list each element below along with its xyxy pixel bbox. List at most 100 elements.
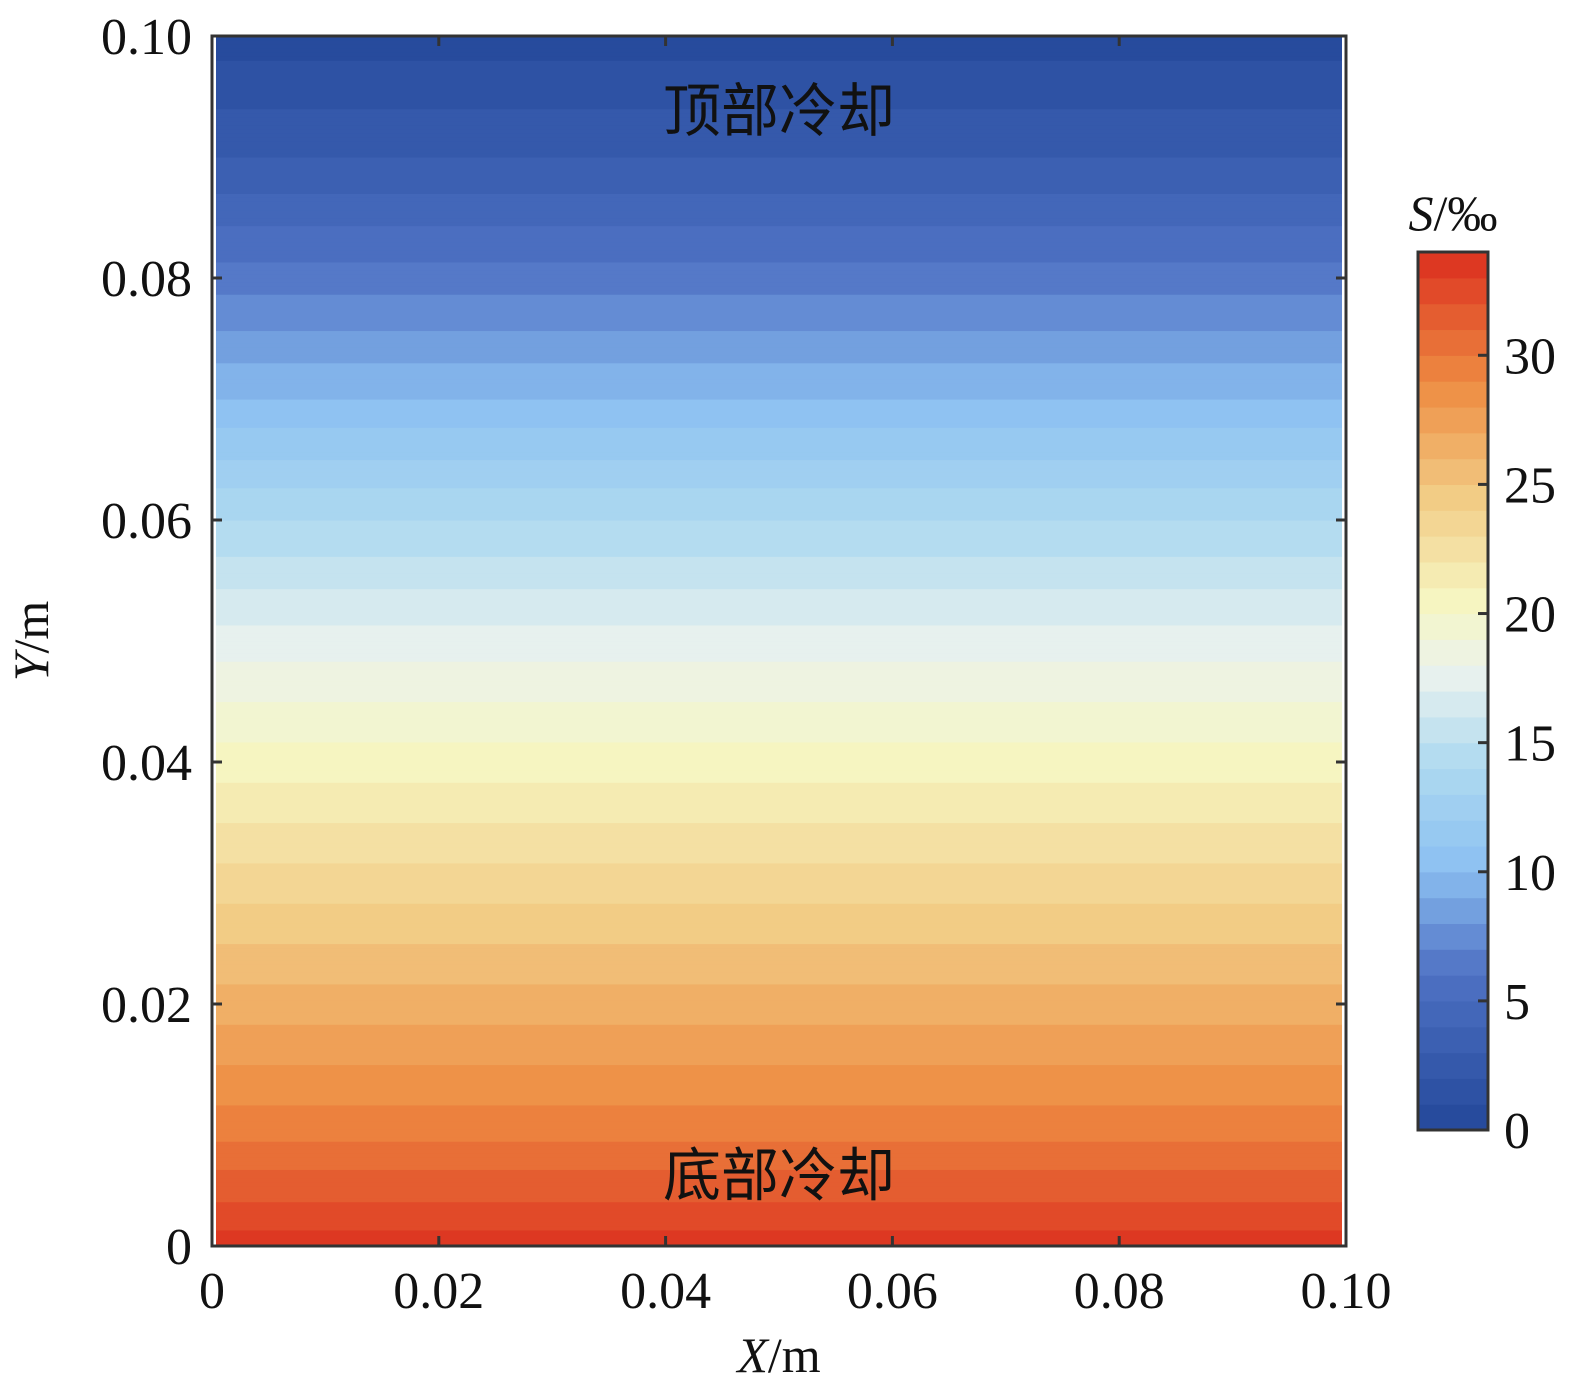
contour-band bbox=[216, 919, 1342, 924]
contour-band bbox=[216, 899, 1342, 904]
contour-band bbox=[216, 548, 1342, 553]
contour-band bbox=[216, 173, 1342, 178]
contour-band bbox=[216, 507, 1342, 513]
contour-band bbox=[216, 709, 1342, 715]
contour-band bbox=[216, 265, 1342, 271]
x-tick-label: 0.08 bbox=[1074, 1263, 1165, 1320]
contour-band bbox=[216, 1129, 1342, 1134]
contour-band bbox=[216, 987, 1342, 993]
contour-band bbox=[216, 1060, 1342, 1066]
contour-band bbox=[216, 959, 1342, 965]
contour-band bbox=[216, 628, 1342, 634]
contour-band bbox=[216, 576, 1342, 582]
contour-band bbox=[216, 56, 1342, 61]
contour-band bbox=[216, 729, 1342, 735]
contour-band bbox=[216, 1125, 1342, 1130]
colorbar-level bbox=[1418, 716, 1488, 744]
contour-band bbox=[216, 415, 1342, 420]
colorbar-tick-label: 10 bbox=[1504, 845, 1556, 902]
contour-band bbox=[216, 419, 1342, 424]
contour-band bbox=[216, 616, 1342, 622]
contour-band bbox=[216, 568, 1342, 574]
contour-band bbox=[216, 471, 1342, 477]
contour-band bbox=[216, 592, 1342, 598]
contour-band bbox=[216, 403, 1342, 408]
contour-band bbox=[216, 677, 1342, 682]
contour-band bbox=[216, 878, 1342, 884]
contour-band bbox=[216, 459, 1342, 465]
contour-band bbox=[216, 632, 1342, 638]
contour-band bbox=[216, 552, 1342, 557]
contour-band bbox=[216, 1133, 1342, 1138]
contour-band bbox=[216, 544, 1342, 549]
contour-band bbox=[216, 653, 1342, 658]
colorbar-level bbox=[1418, 871, 1488, 899]
contour-band bbox=[216, 838, 1342, 844]
contour-band bbox=[216, 1044, 1342, 1049]
contour-band bbox=[216, 52, 1342, 57]
contour-band bbox=[216, 80, 1342, 85]
y-tick-label: 0.10 bbox=[101, 9, 192, 66]
contour-band bbox=[216, 645, 1342, 650]
contour-band bbox=[216, 261, 1342, 267]
colorbar-level bbox=[1418, 845, 1488, 873]
contour-band bbox=[216, 185, 1342, 190]
colorbar-level bbox=[1418, 1000, 1488, 1028]
contour-band bbox=[216, 636, 1342, 642]
contour-band bbox=[216, 374, 1342, 380]
contour-band bbox=[216, 862, 1342, 868]
contour-band bbox=[216, 814, 1342, 820]
contour-band bbox=[216, 1092, 1342, 1098]
contour-band bbox=[216, 213, 1342, 219]
contour-band bbox=[216, 132, 1342, 138]
contour-band bbox=[216, 1165, 1342, 1170]
contour-band bbox=[216, 499, 1342, 505]
contour-band bbox=[216, 810, 1342, 816]
contour-band bbox=[216, 939, 1342, 945]
contour-band bbox=[216, 1221, 1342, 1227]
annotation-bottom-cooling: 底部冷却 bbox=[663, 1142, 895, 1210]
contour-band bbox=[216, 778, 1342, 783]
contour-band bbox=[216, 116, 1342, 122]
contour-band bbox=[216, 1080, 1342, 1086]
y-tick-label: 0.02 bbox=[101, 977, 192, 1034]
colorbar-level bbox=[1418, 381, 1488, 408]
colorbar-tick-label: 5 bbox=[1504, 974, 1530, 1031]
y-axis-label-var: Y bbox=[3, 648, 59, 681]
contour-band bbox=[216, 233, 1342, 239]
contour-band bbox=[216, 515, 1342, 521]
contour-band bbox=[216, 903, 1342, 908]
y-tick-label: 0.06 bbox=[101, 493, 192, 550]
y-axis-label: Y/m bbox=[3, 601, 59, 682]
contour-band bbox=[216, 475, 1342, 481]
contour-band bbox=[216, 665, 1342, 670]
contour-band bbox=[216, 798, 1342, 803]
contour-band bbox=[216, 600, 1342, 606]
colorbar-tick-label: 20 bbox=[1504, 587, 1556, 644]
colorbar-frame bbox=[1416, 250, 1490, 1132]
contour-band bbox=[216, 1048, 1342, 1053]
contour-band bbox=[216, 1020, 1342, 1025]
contour-band bbox=[216, 749, 1342, 755]
colorbar-tick-label: 25 bbox=[1504, 457, 1556, 514]
contour-band bbox=[216, 354, 1342, 360]
colorbar-level bbox=[1418, 329, 1488, 356]
x-axis-label-unit: /m bbox=[768, 1327, 821, 1383]
colorbar-level bbox=[1418, 820, 1488, 847]
contour-band bbox=[216, 935, 1342, 941]
contour-band bbox=[216, 314, 1342, 319]
contour-band bbox=[216, 1084, 1342, 1090]
contour-band bbox=[216, 725, 1342, 731]
contour-band bbox=[216, 818, 1342, 824]
colorbar-level bbox=[1418, 484, 1488, 511]
contour-band bbox=[216, 641, 1342, 646]
contour-band bbox=[216, 382, 1342, 388]
colorbar-level bbox=[1418, 897, 1488, 925]
contour-band bbox=[216, 624, 1342, 630]
contour-band bbox=[216, 1169, 1342, 1174]
contour-band bbox=[216, 584, 1342, 590]
colorbar-ticks: 0 5 10 15 20 25 30 bbox=[1478, 328, 1556, 1160]
contour-band bbox=[216, 572, 1342, 578]
contour-band bbox=[216, 447, 1342, 453]
contour-band bbox=[216, 40, 1342, 45]
